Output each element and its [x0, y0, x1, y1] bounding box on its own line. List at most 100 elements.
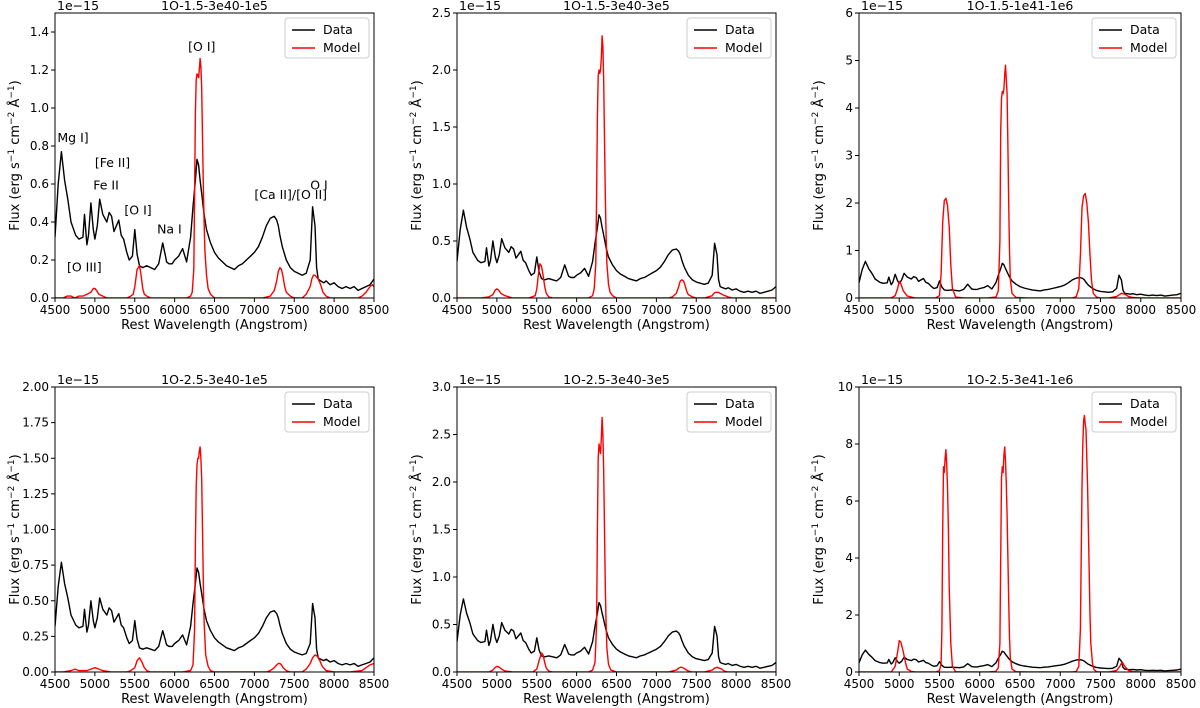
panel-title: 1O-1.5-3e40-3e5	[563, 0, 670, 13]
y-axis-label-part: Flux (erg s	[410, 536, 425, 605]
x-tick-label: 8500	[359, 303, 390, 317]
y-axis-label-part: Å	[811, 473, 827, 486]
line-annotation: Fe II	[93, 178, 119, 193]
chart-panel-2: 4500 5000 5500 6000 6500 7000 7500 8000 8500 0.0 0…	[409, 0, 791, 333]
legend: Data Model	[284, 391, 370, 433]
legend-data-label: Data	[1130, 396, 1160, 411]
y-axis-label-part: )	[812, 454, 827, 459]
y-axis-label-superscript: −1	[811, 459, 821, 472]
legend-model-label: Model	[725, 40, 763, 55]
x-tick-label: 5000	[884, 303, 915, 317]
x-tick-label: 6000	[964, 677, 995, 691]
legend-model-label: Model	[1130, 414, 1168, 429]
y-axis-label: Flux (erg s−1 cm−2 Å−1)	[409, 454, 425, 604]
x-axis-label: Rest Wavelength (Angstrom)	[121, 692, 308, 707]
y-axis-label-superscript: −1	[409, 459, 419, 472]
y-axis-label-part: cm	[8, 125, 23, 149]
model-series-line	[859, 414, 1181, 672]
y-axis-label: Flux (erg s−1 cm−2 Å−1)	[811, 454, 827, 604]
x-tick-label: 4500	[844, 303, 875, 317]
legend-model-label: Model	[323, 414, 361, 429]
y-tick-label: 0.4	[30, 215, 49, 229]
x-tick-label: 7000	[1045, 677, 1076, 691]
data-series-line	[859, 260, 1181, 297]
y-axis-label: Flux (erg s−1 cm−2 Å−1)	[811, 80, 827, 230]
x-tick-label: 5000	[482, 303, 513, 317]
x-tick-label: 6500	[1005, 303, 1036, 317]
y-tick-label: 1.2	[30, 63, 49, 77]
y-tick-label: 4	[845, 101, 853, 115]
y-tick-label: 0.00	[22, 665, 49, 679]
legend: Data Model	[686, 17, 772, 59]
y-axis-label-part: )	[8, 80, 23, 85]
y-tick-label: 1.4	[30, 25, 49, 39]
legend-model-label: Model	[323, 40, 361, 55]
legend-data-label: Data	[323, 396, 353, 411]
y-axis-label-superscript: −2	[7, 486, 17, 499]
y-axis-label-part: Flux (erg s	[812, 162, 827, 231]
y-axis-label-superscript: −1	[409, 523, 419, 536]
x-axis-label: Rest Wavelength (Angstrom)	[121, 318, 308, 333]
x-tick-label: 5000	[884, 677, 915, 691]
x-tick-label: 5500	[924, 677, 955, 691]
x-tick-label: 4500	[844, 677, 875, 691]
x-tick-label: 6500	[199, 303, 230, 317]
y-tick-label: 0.0	[432, 665, 451, 679]
y-axis-label-part: Flux (erg s	[812, 536, 827, 605]
x-tick-label: 7500	[279, 303, 310, 317]
x-tick-label: 7500	[1085, 303, 1116, 317]
y-tick-label: 2	[845, 196, 853, 210]
y-axis-label-superscript: −2	[811, 112, 821, 125]
x-tick-label: 8000	[1125, 677, 1156, 691]
x-tick-label: 8000	[319, 677, 350, 691]
y-axis-label-superscript: −1	[7, 85, 17, 98]
y-tick-label: 1.0	[432, 570, 451, 584]
x-tick-label: 6000	[561, 677, 592, 691]
x-tick-label: 7500	[681, 303, 712, 317]
y-tick-label: 1.00	[22, 523, 49, 537]
y-tick-label: 0.5	[432, 234, 451, 248]
y-axis-label-superscript: −2	[409, 112, 419, 125]
panel-title: 1O-1.5-3e40-1e5	[161, 0, 268, 13]
y-axis-label: Flux (erg s−1 cm−2 Å−1)	[409, 80, 425, 230]
x-tick-label: 4500	[442, 303, 473, 317]
y-tick-label: 0	[845, 291, 853, 305]
y-axis-label-part: cm	[410, 125, 425, 149]
legend-data-label: Data	[725, 396, 755, 411]
x-tick-label: 7000	[1045, 303, 1076, 317]
line-annotation: [O III]	[67, 259, 102, 274]
panel-title: 1O-2.5-3e40-3e5	[563, 372, 670, 387]
legend: Data Model	[284, 17, 370, 59]
y-axis-label-superscript: −1	[7, 523, 17, 536]
legend: Data Model	[686, 391, 772, 433]
y-tick-label: 1.50	[22, 451, 49, 465]
y-tick-label: 4	[845, 551, 853, 565]
y-tick-label: 0.5	[432, 618, 451, 632]
y-axis-label-superscript: −2	[409, 486, 419, 499]
y-offset-text: 1e−15	[57, 372, 99, 387]
y-axis-label-part: Å	[409, 99, 425, 112]
x-tick-label: 8000	[1125, 303, 1156, 317]
panel-title: 1O-1.5-1e41-1e6	[967, 0, 1074, 13]
x-axis-label: Rest Wavelength (Angstrom)	[927, 692, 1114, 707]
x-tick-label: 5000	[80, 677, 111, 691]
y-tick-label: 1.5	[432, 523, 451, 537]
chart-panel-6: 4500 5000 5500 6000 6500 7000 7500 8000 8500 0 2 4 6…	[811, 372, 1196, 707]
x-tick-label: 8000	[319, 303, 350, 317]
x-tick-label: 5500	[521, 677, 552, 691]
line-annotation: [O I]	[188, 39, 215, 54]
y-tick-label: 0.8	[30, 139, 49, 153]
y-axis-label-part: Å	[7, 473, 23, 486]
y-tick-label: 8	[845, 437, 853, 451]
panel-title: 1O-2.5-3e41-1e6	[967, 372, 1074, 387]
x-tick-label: 8500	[761, 303, 792, 317]
data-series-line	[55, 151, 374, 292]
x-tick-label: 6000	[964, 303, 995, 317]
x-tick-label: 5500	[119, 677, 150, 691]
legend-data-label: Data	[1130, 22, 1160, 37]
y-tick-label: 0.0	[30, 291, 49, 305]
y-tick-label: 2.5	[432, 6, 451, 20]
x-tick-label: 5000	[80, 303, 111, 317]
x-tick-label: 6000	[159, 303, 190, 317]
legend-data-label: Data	[725, 22, 755, 37]
